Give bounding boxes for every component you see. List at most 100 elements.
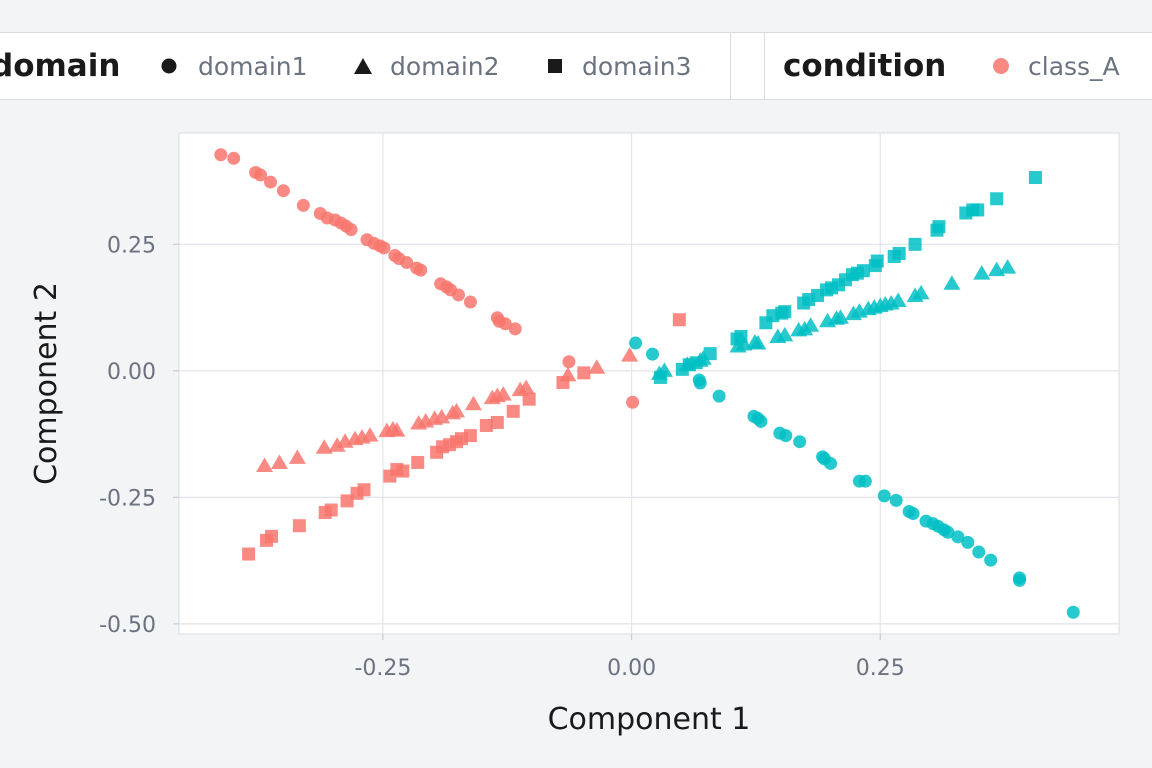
y-tick-label: -0.50 [99, 613, 156, 638]
data-point-circle [227, 151, 241, 165]
legend-domain-title: domain [0, 33, 120, 99]
data-point-square [522, 392, 536, 406]
data-point-triangle [802, 317, 820, 332]
data-point-triangle [270, 454, 288, 469]
data-point-square [870, 254, 884, 268]
data-point-circle [889, 493, 903, 507]
legend-label-domain1: domain1 [198, 51, 308, 81]
x-tick-label: 0.25 [856, 656, 905, 681]
data-point-square [908, 237, 922, 251]
data-point-square [971, 203, 985, 217]
legend-divider [730, 33, 731, 99]
data-point-circle [824, 456, 838, 470]
y-tick-label: 0.00 [107, 360, 156, 385]
data-point-circle [951, 530, 965, 544]
data-point-square [577, 366, 591, 380]
data-point-triangle [388, 422, 406, 437]
data-point-circle [264, 175, 278, 189]
data-point-circle [972, 545, 986, 559]
circle-icon [161, 58, 177, 74]
legend-label-domain2: domain2 [390, 51, 500, 81]
data-point-square [242, 547, 256, 561]
data-point-circle [296, 198, 310, 212]
y-tick-label: -0.25 [99, 486, 156, 511]
data-point-square [479, 419, 493, 433]
circle-icon [993, 58, 1009, 74]
data-point-triangle [433, 408, 451, 424]
data-point-circle [793, 435, 807, 449]
data-point-triangle [328, 437, 346, 452]
data-point-square [357, 483, 371, 497]
legend-condition-title: condition [783, 33, 946, 99]
data-point-square [396, 464, 410, 478]
data-point-circle [961, 535, 975, 549]
data-point-circle [712, 389, 726, 403]
data-point-triangle [749, 335, 767, 350]
data-point-triangle [448, 402, 466, 418]
data-point-square [265, 529, 279, 543]
data-point-square [463, 429, 477, 443]
data-point-circle [754, 414, 768, 428]
data-point-triangle [776, 326, 794, 342]
triangle-icon [354, 58, 372, 74]
data-point-square [292, 519, 306, 533]
data-point-circle [1013, 573, 1027, 587]
legend-item-class-a: class_A [991, 33, 1120, 99]
data-point-square [490, 415, 504, 429]
data-point-square [778, 305, 792, 319]
data-point-triangle [494, 386, 512, 401]
data-point-circle [779, 429, 793, 443]
data-point-square [506, 404, 520, 418]
data-point-square [892, 246, 906, 260]
data-point-circle [254, 168, 268, 182]
data-point-triangle [973, 265, 991, 280]
legend-label-domain3: domain3 [582, 51, 692, 81]
data-point-triangle [943, 275, 961, 290]
legend-condition-title-text: condition [783, 48, 947, 84]
x-tick-label: 0.00 [607, 656, 656, 681]
data-point-square [1028, 171, 1042, 185]
x-axis-label: Component 1 [548, 702, 751, 737]
data-point-square [856, 264, 870, 278]
data-point-circle [377, 241, 391, 255]
data-point-circle [400, 256, 414, 270]
data-point-square [932, 220, 946, 234]
data-point-square [556, 375, 570, 389]
data-point-triangle [361, 427, 379, 442]
data-point-circle [498, 317, 512, 331]
data-point-circle [452, 288, 466, 302]
data-point-triangle [912, 284, 930, 300]
data-point-triangle [889, 292, 907, 308]
data-point-triangle [588, 359, 606, 374]
data-point-square [340, 494, 354, 508]
x-tick-label: -0.25 [354, 656, 411, 681]
legend-label-class-a: class_A [1028, 51, 1120, 81]
data-point-circle [858, 474, 872, 488]
legend-item-domain1: domain1 [159, 33, 308, 99]
data-point-square [689, 356, 703, 370]
data-point-circle [276, 184, 290, 198]
data-point-triangle [315, 439, 333, 454]
data-point-triangle [621, 347, 639, 362]
data-point-circle [629, 336, 643, 350]
data-point-square [324, 503, 338, 517]
data-point-triangle [464, 395, 482, 411]
data-point-triangle [831, 309, 849, 324]
data-point-square [990, 192, 1004, 206]
square-icon [548, 59, 562, 73]
data-point-circle [344, 223, 358, 237]
data-point-circle [906, 507, 920, 521]
data-point-circle [645, 347, 659, 361]
data-point-circle [214, 148, 228, 162]
data-point-circle [508, 322, 522, 336]
legend-divider [764, 33, 765, 99]
data-point-circle [414, 263, 428, 277]
legend-item-domain2: domain2 [352, 33, 500, 99]
data-point-triangle [256, 457, 274, 472]
data-point-square [653, 370, 667, 384]
data-point-circle [941, 525, 955, 539]
legend-item-domain3: domain3 [546, 33, 692, 99]
data-point-square [703, 347, 717, 361]
data-point-circle [693, 376, 707, 390]
